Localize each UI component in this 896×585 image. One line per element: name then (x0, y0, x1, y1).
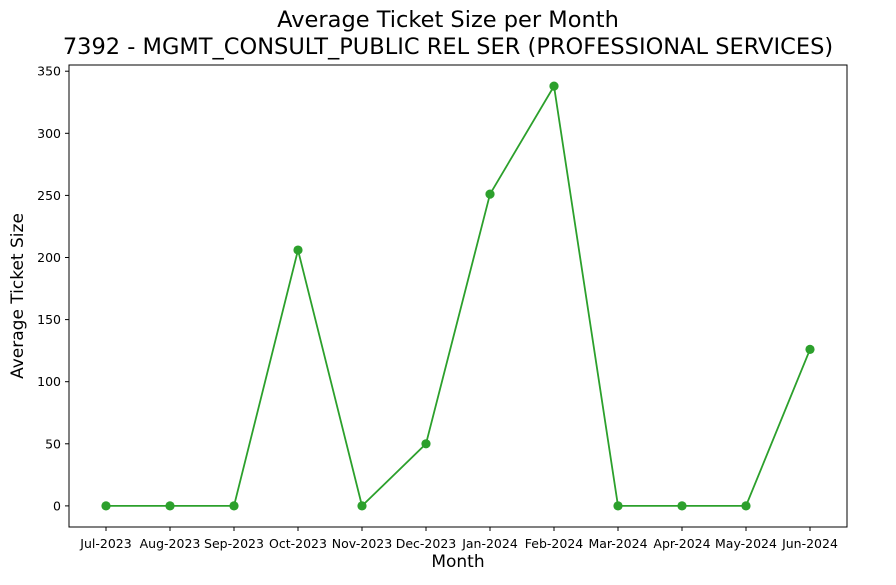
data-point-dec-2023 (421, 439, 431, 449)
chart-subtitle: 7392 - MGMT_CONSULT_PUBLIC REL SER (PROF… (62, 34, 834, 60)
x-tick-label: Sep-2023 (204, 536, 264, 551)
y-axis-label: Average Ticket Size (8, 213, 28, 379)
y-tick-label: 200 (37, 250, 61, 265)
x-tick-label: Apr-2024 (653, 536, 710, 551)
x-tick-label: Jul-2023 (79, 536, 131, 551)
x-tick-label: Nov-2023 (332, 536, 392, 551)
data-point-mar-2024 (613, 501, 623, 511)
data-point-jun-2024 (805, 344, 815, 355)
y-tick-label: 300 (37, 126, 61, 141)
data-point-jan-2024 (485, 189, 495, 199)
x-tick-label: Jan-2024 (461, 536, 518, 551)
data-point-aug-2023 (165, 501, 175, 511)
plot-area-border (68, 64, 848, 528)
x-axis-label: Month (431, 552, 485, 572)
x-tick-label: Jun-2024 (781, 536, 838, 551)
y-tick-label: 50 (45, 436, 61, 451)
chart-title: Average Ticket Size per Month (277, 7, 619, 33)
data-point-nov-2023 (357, 501, 367, 511)
y-axis-ticks: 0 50 100 150 200 250 300 350 (37, 64, 69, 513)
y-tick-label: 350 (37, 64, 61, 79)
y-tick-label: 0 (53, 498, 61, 513)
series-layer (101, 81, 815, 511)
x-tick-label: Aug-2023 (140, 536, 201, 551)
data-point-feb-2024 (549, 81, 559, 91)
x-tick-label: Feb-2024 (525, 536, 584, 551)
x-tick-label: Mar-2024 (588, 536, 647, 551)
data-point-jul-2023 (101, 501, 111, 511)
data-point-sep-2023 (229, 501, 239, 511)
series-line (106, 83, 811, 508)
x-tick-label: May-2024 (715, 536, 777, 551)
x-tick-label: Oct-2023 (269, 536, 327, 551)
data-point-may-2024 (741, 501, 751, 511)
x-axis-ticks: Jul-2023 Aug-2023 Sep-2023 Oct-2023 Nov-2023… (79, 527, 838, 551)
y-tick-label: 250 (37, 188, 61, 203)
x-tick-label: Dec-2023 (396, 536, 457, 551)
y-tick-label: 150 (37, 312, 61, 327)
data-point-oct-2023 (293, 245, 303, 255)
data-point-apr-2024 (677, 501, 687, 511)
axes-frame (68, 64, 848, 528)
y-tick-label: 100 (37, 374, 61, 389)
